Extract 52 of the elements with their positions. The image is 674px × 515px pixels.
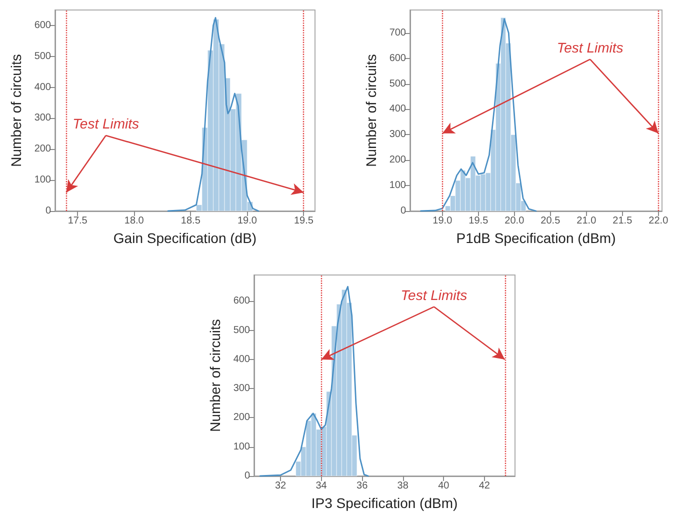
x-tick-label: 17.5 <box>68 216 88 226</box>
x-axis-title: Gain Specification (dB) <box>113 230 257 246</box>
x-tick-label: 32 <box>274 480 287 492</box>
x-tick-label: 19.5 <box>468 216 489 226</box>
x-tick-label: 19.0 <box>237 216 258 226</box>
x-tick-label: 40 <box>438 480 450 492</box>
x-tick-label: 21.5 <box>612 216 633 226</box>
x-tick-label: 34 <box>316 480 328 492</box>
x-tick-label: 36 <box>356 480 368 492</box>
y-tick-label: 700 <box>389 27 406 38</box>
x-tick-label: 22.0 <box>648 216 669 226</box>
y-axis-title: Number of circuits <box>207 319 223 432</box>
x-tick-label: 38 <box>397 480 409 492</box>
y-tick-label: 200 <box>389 154 406 166</box>
x-axis-title: P1dB Specification (dBm) <box>456 230 616 246</box>
y-tick-label: 200 <box>34 144 52 155</box>
x-tick-label: 20.0 <box>504 216 525 226</box>
x-tick-label: 20.5 <box>540 216 561 226</box>
y-tick-label: 100 <box>34 174 52 186</box>
x-axis-title: IP3 Specification (dBm) <box>311 495 458 511</box>
line-series <box>420 18 537 212</box>
y-tick-label: 400 <box>233 354 250 365</box>
line-series <box>167 17 260 212</box>
y-axis-title: Number of circuits <box>8 54 24 167</box>
x-tick-label: 18.0 <box>124 216 144 226</box>
y-tick-label: 400 <box>389 104 406 115</box>
y-tick-label: 600 <box>34 20 52 31</box>
y-tick-label: 300 <box>233 383 250 394</box>
y-tick-label: 600 <box>389 52 406 64</box>
x-tick-label: 21.0 <box>576 216 597 226</box>
y-tick-label: 500 <box>34 50 52 62</box>
y-tick-label: 0 <box>244 470 250 482</box>
y-axis-title: Number of circuits <box>363 54 379 167</box>
y-tick-label: 100 <box>389 180 406 192</box>
annotation: Test Limits <box>72 116 140 132</box>
y-tick-label: 500 <box>389 78 406 90</box>
y-tick-label: 300 <box>34 112 52 124</box>
x-tick-label: 42 <box>478 480 490 492</box>
y-tick-label: 300 <box>389 129 406 140</box>
y-tick-label: 200 <box>233 412 250 424</box>
y-tick-label: 0 <box>45 206 52 216</box>
annotation: Test Limits <box>556 39 624 56</box>
x-tick-label: 19.5 <box>294 216 314 226</box>
y-tick-label: 500 <box>233 324 250 336</box>
x-tick-label: 18.5 <box>180 216 201 226</box>
y-tick-label: 600 <box>233 296 250 307</box>
line-series <box>259 286 369 477</box>
y-tick-label: 0 <box>400 206 406 216</box>
y-tick-label: 400 <box>34 82 52 93</box>
annotation: Test Limits <box>400 286 468 303</box>
x-tick-label: 19.0 <box>432 216 453 226</box>
y-tick-label: 100 <box>233 441 250 452</box>
